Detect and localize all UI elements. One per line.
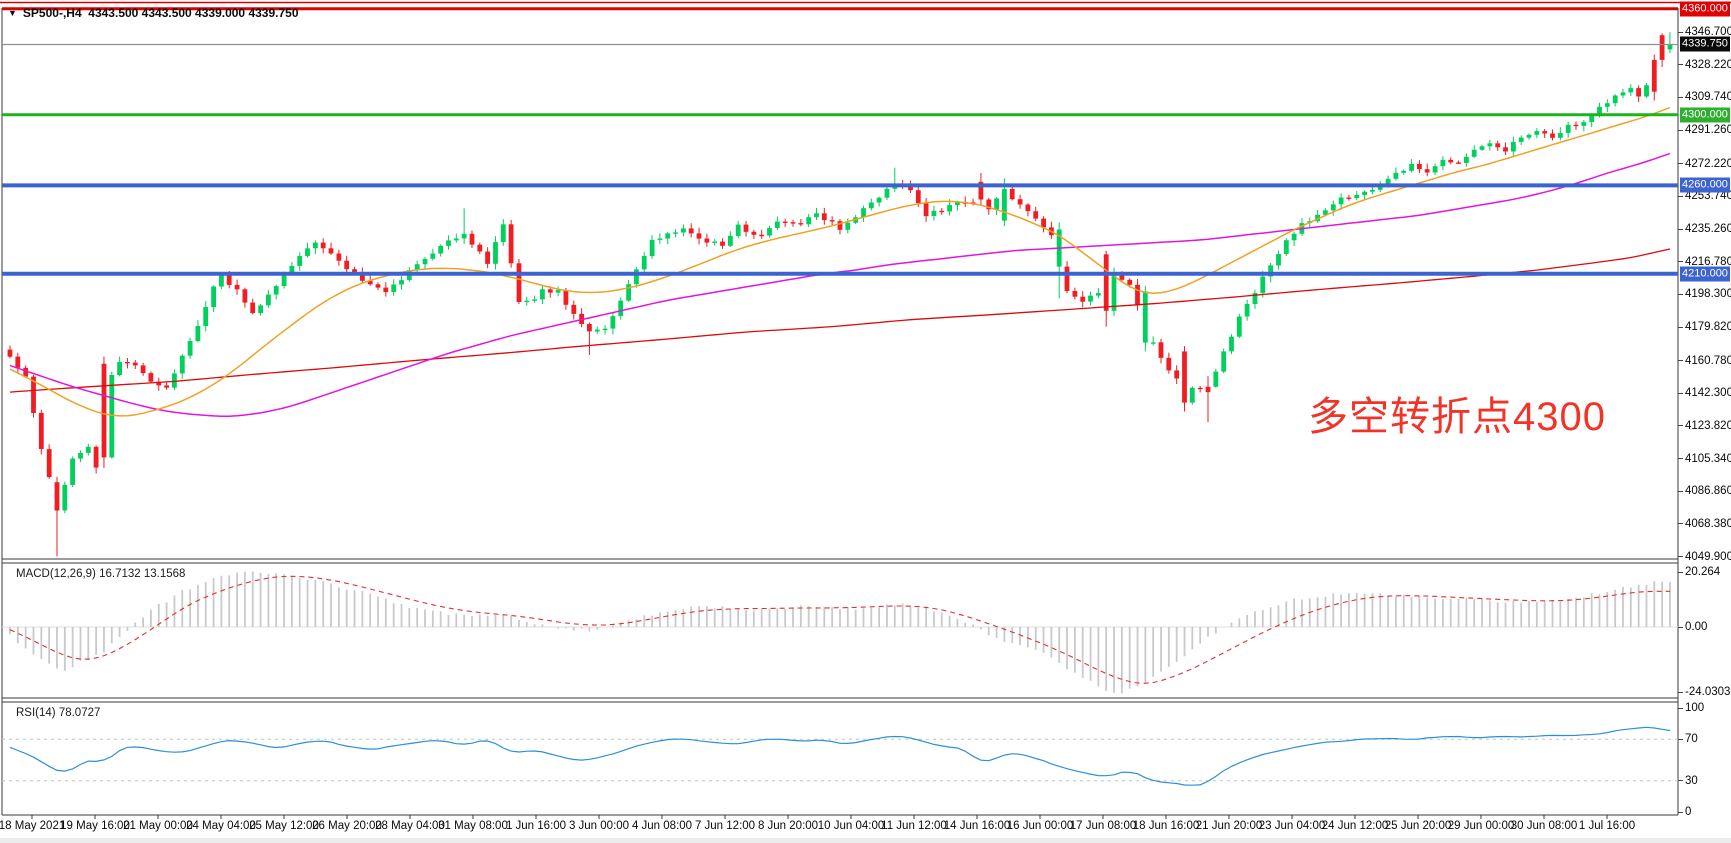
time-tick-label: 21 May 00:00 <box>123 820 193 832</box>
price-tick-label: 4328.220 <box>1685 58 1731 71</box>
price-axis-tick <box>1678 129 1683 131</box>
rsi-scale-label: 0 <box>1685 806 1692 818</box>
price-axis-tick <box>1678 64 1683 66</box>
price-tick-label: 4346.700 <box>1685 26 1731 39</box>
macd-indicator-label: MACD(12,26,9) 16.7132 13.1568 <box>16 568 186 580</box>
rsi-scale-label: 100 <box>1685 702 1705 714</box>
macd-axis-tick <box>1678 691 1683 693</box>
symbol-ohlc-readout: SP500-,H4 4343.500 4343.500 4339.000 433… <box>22 6 299 20</box>
rsi-axis-tick <box>1678 738 1683 740</box>
price-tick-label: 4291.260 <box>1685 124 1731 137</box>
symbol-ohlc-header: ▼ SP500-,H4 4343.500 4343.500 4339.000 4… <box>8 6 299 20</box>
ma-mid-line <box>9 152 1671 417</box>
rsi-indicator-label: RSI(14) 78.0727 <box>16 707 101 719</box>
price-axis-tick <box>1678 392 1683 394</box>
price-axis-tick <box>1678 261 1683 263</box>
time-tick-label: 3 Jun 00:00 <box>568 820 630 832</box>
price-tick-label: 4049.900 <box>1685 550 1731 563</box>
chart-annotation-text: 多空转折点4300 <box>1308 395 1606 439</box>
time-tick-label: 24 Jun 12:00 <box>1321 820 1389 832</box>
price-tick-label: 4123.820 <box>1685 419 1731 432</box>
price-level-badge: 4260.000 <box>1680 177 1730 193</box>
time-tick-label: 7 Jun 12:00 <box>694 820 756 832</box>
chevron-down-icon[interactable]: ▼ <box>8 8 17 18</box>
price-axis-tick <box>1678 425 1683 427</box>
price-axis[interactable]: 4346.700 4328.220 4309.740 4291.260 4272.220… <box>1678 0 1731 843</box>
price-axis-tick <box>1678 360 1683 362</box>
macd-axis-tick <box>1678 626 1683 628</box>
time-tick-label: 1 Jul 16:00 <box>1578 820 1636 832</box>
time-tick-label: 30 Jun 08:00 <box>1510 820 1578 832</box>
ma-fast-line <box>9 106 1671 417</box>
time-tick-label: 8 Jun 20:00 <box>757 820 819 832</box>
window-bottom-strip <box>0 838 1731 843</box>
price-tick-label: 4068.380 <box>1685 517 1731 530</box>
time-tick-label: 4 Jun 08:00 <box>631 820 693 832</box>
time-tick-label: 24 May 04:00 <box>186 820 256 832</box>
time-tick-label: 23 Jun 04:00 <box>1258 820 1326 832</box>
time-tick-label: 18 Jun 16:00 <box>1132 820 1200 832</box>
price-axis-tick <box>1678 96 1683 98</box>
time-tick-label: 14 Jun 16:00 <box>943 820 1011 832</box>
price-tick-label: 4216.780 <box>1685 255 1731 268</box>
price-level-badge: 4360.000 <box>1680 1 1730 17</box>
time-tick-label: 21 Jun 20:00 <box>1195 820 1263 832</box>
price-tick-label: 4086.860 <box>1685 485 1731 498</box>
price-tick-label: 4253.740 <box>1685 190 1731 203</box>
ma-slow-line <box>9 248 1671 393</box>
time-tick-label: 17 Jun 08:00 <box>1069 820 1137 832</box>
macd-axis-tick <box>1678 571 1683 573</box>
macd-scale-label: -24.0303 <box>1685 686 1731 699</box>
price-tick-label: 4179.820 <box>1685 321 1731 333</box>
rsi-scale-label: 30 <box>1685 774 1698 787</box>
price-tick-label: 4235.260 <box>1685 223 1731 236</box>
rsi-axis-tick <box>1678 707 1683 709</box>
price-level-badge: 4210.000 <box>1680 266 1730 282</box>
price-tick-label: 4105.340 <box>1685 452 1731 465</box>
price-axis-tick <box>1678 326 1683 328</box>
price-tick-label: 4160.780 <box>1685 354 1731 367</box>
time-tick-label: 25 May 12:00 <box>249 820 319 832</box>
rsi-axis-tick <box>1678 811 1683 813</box>
time-tick-label: 18 May 2021 <box>0 820 66 832</box>
time-axis[interactable]: 18 May 2021 19 May 16:00 21 May 00:00 24 Ma… <box>0 818 1678 838</box>
time-tick-label: 16 Jun 00:00 <box>1006 820 1074 832</box>
price-axis-tick <box>1678 31 1683 33</box>
rsi-axis-tick <box>1678 780 1683 782</box>
time-tick-label: 1 Jun 16:00 <box>505 820 567 832</box>
time-tick-label: 11 Jun 12:00 <box>881 820 947 832</box>
time-tick-label: 25 Jun 20:00 <box>1384 820 1452 832</box>
price-axis-tick <box>1678 163 1683 165</box>
candles-layer <box>7 32 1673 557</box>
price-tick-label: 4272.220 <box>1685 157 1731 170</box>
time-tick-label: 29 Jun 00:00 <box>1447 820 1515 832</box>
price-tick-label: 4142.300 <box>1685 387 1731 400</box>
macd-signal-line <box>9 575 1670 684</box>
price-tick-label: 4198.300 <box>1685 288 1731 301</box>
price-axis-tick <box>1678 228 1683 230</box>
macd-scale-label: 20.264 <box>1685 566 1721 578</box>
price-level-badge: 4300.000 <box>1680 107 1730 123</box>
price-axis-tick <box>1678 490 1683 492</box>
time-tick-label: 19 May 16:00 <box>60 820 130 832</box>
rsi-scale-label: 70 <box>1685 733 1698 746</box>
time-tick-label: 26 May 20:00 <box>312 820 382 832</box>
price-tick-label: 4309.740 <box>1685 91 1731 104</box>
time-tick-label: 28 May 04:00 <box>375 820 445 832</box>
rsi-line <box>9 726 1671 786</box>
macd-histogram <box>9 571 1671 694</box>
time-tick-label: 31 May 08:00 <box>438 820 508 832</box>
price-axis-tick <box>1678 556 1683 558</box>
price-axis-tick <box>1678 195 1683 197</box>
macd-scale-label: 0.00 <box>1685 621 1708 633</box>
price-axis-tick <box>1678 523 1683 525</box>
price-axis-tick <box>1678 458 1683 460</box>
price-level-badge: 4339.750 <box>1680 36 1730 52</box>
time-tick-label: 10 Jun 04:00 <box>817 820 885 832</box>
price-axis-tick <box>1678 293 1683 295</box>
